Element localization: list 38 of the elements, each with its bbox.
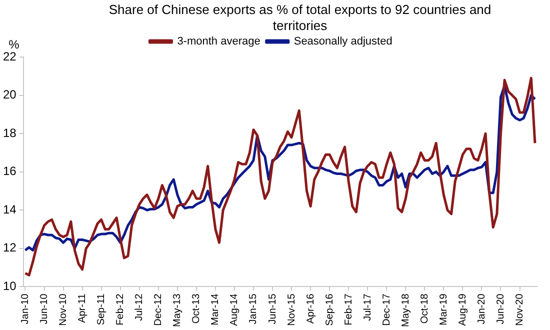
legend-label: Seasonally adjusted (294, 36, 392, 48)
x-tick-label: Mar-19 (438, 293, 450, 326)
x-tick-label: Jul-12 (134, 293, 146, 321)
x-tick-label: Dec-12 (153, 293, 164, 326)
x-tick-label: Oct-13 (191, 293, 202, 324)
x-tick-label: Nov-15 (286, 293, 298, 326)
x-tick-label: Jan-10 (20, 293, 31, 324)
x-tick-label: Apr-11 (77, 293, 88, 323)
x-tick-label: Jun-10 (39, 293, 50, 324)
y-tick-label: 12 (2, 240, 17, 255)
y-axis-title: % (8, 37, 20, 52)
x-tick-label: Sep-11 (96, 293, 108, 326)
y-tick-label: 10 (2, 278, 17, 293)
x-tick-label: Nov-20 (514, 293, 526, 326)
x-tick-label: Mar-14 (210, 293, 222, 326)
x-tick-label: May-18 (400, 293, 412, 328)
x-tick-label: Apr-16 (305, 293, 316, 324)
x-tick-label: Jan-20 (476, 293, 488, 324)
y-tick-label: 20 (2, 88, 17, 102)
x-tick-label: Jun-15 (267, 293, 278, 324)
y-tick-label: 16 (2, 164, 17, 178)
x-tick-label: Oct-18 (419, 293, 430, 324)
legend-label: 3-month average (177, 36, 260, 48)
x-tick-label: Jan-15 (248, 293, 260, 324)
x-tick-label: Feb-17 (343, 293, 354, 326)
y-tick-label: 22 (2, 49, 17, 64)
x-tick-label: Sep-16 (324, 293, 336, 326)
x-tick-label: Aug-19 (457, 293, 468, 326)
x-tick-label: Aug-14 (229, 293, 240, 326)
x-tick-label: Nov-10 (58, 293, 70, 326)
y-tick-label: 18 (2, 126, 17, 140)
chart-title: Share of Chinese exports as % of total exports to 92 countries and territories (108, 2, 492, 34)
x-tick-label: Dec-17 (381, 293, 392, 326)
x-tick-label: May-13 (172, 293, 184, 328)
x-tick-label: Jun-20 (495, 293, 506, 324)
x-tick-label: Jul-17 (362, 293, 374, 321)
x-tick-label: Feb-12 (115, 293, 126, 326)
y-tick-label: 14 (2, 202, 17, 216)
